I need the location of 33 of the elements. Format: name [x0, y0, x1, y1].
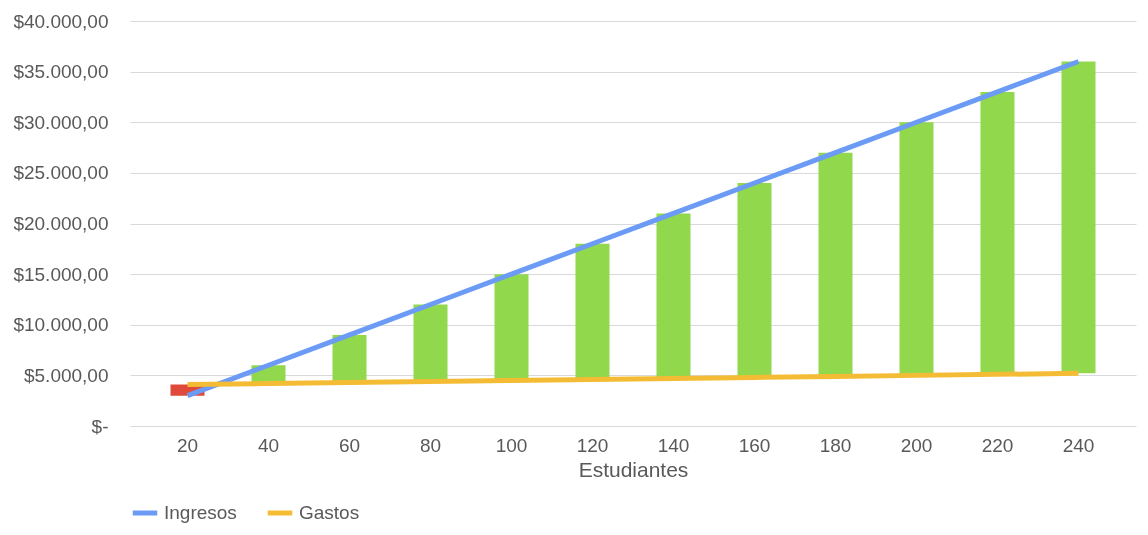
- x-tick-label: 140: [657, 434, 690, 456]
- x-tick-label: 60: [338, 434, 361, 456]
- bar: [494, 274, 529, 381]
- legend-label: Gastos: [299, 502, 360, 523]
- y-tick-label: $5.000,00: [23, 364, 109, 386]
- x-tick-label: 100: [495, 434, 528, 456]
- bar: [1061, 61, 1096, 374]
- x-tick-label: 160: [738, 434, 771, 456]
- legend-label: Ingresos: [164, 502, 237, 523]
- y-tick-label: $35.000,00: [13, 61, 109, 83]
- y-tick-label: $15.000,00: [13, 263, 109, 285]
- x-tick-label: 220: [981, 434, 1014, 456]
- y-tick-label: $25.000,00: [13, 162, 109, 184]
- bar: [818, 152, 853, 377]
- bar: [575, 243, 610, 380]
- bar: [656, 213, 691, 379]
- bar: [413, 304, 448, 382]
- x-tick-label: 120: [576, 434, 609, 456]
- y-tick-label: $30.000,00: [13, 111, 109, 133]
- x-tick-label: 240: [1062, 434, 1095, 456]
- y-tick-label: $-: [91, 415, 109, 437]
- x-axis-title: Estudiantes: [578, 457, 689, 481]
- bar: [737, 183, 772, 378]
- x-tick-label: 180: [819, 434, 852, 456]
- y-tick-label: $40.000,00: [13, 10, 109, 32]
- x-tick-label: 80: [419, 434, 442, 456]
- bar: [899, 122, 934, 376]
- y-tick-label: $20.000,00: [13, 213, 109, 234]
- bar: [980, 91, 1015, 375]
- x-tick-label: 200: [900, 434, 933, 456]
- x-tick-label: 20: [176, 434, 199, 456]
- x-tick-label: 40: [257, 434, 280, 456]
- y-tick-label: $10.000,00: [13, 314, 109, 336]
